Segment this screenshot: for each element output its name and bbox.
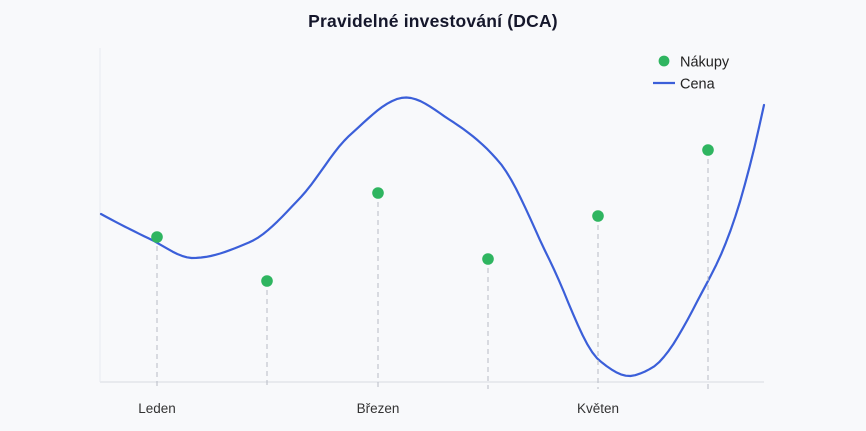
svg-text:Leden: Leden	[138, 401, 176, 416]
svg-text:Cena: Cena	[680, 77, 716, 93]
svg-text:Květen: Květen	[577, 401, 619, 416]
svg-text:Březen: Březen	[357, 401, 400, 416]
svg-text:Nákupy: Nákupy	[680, 55, 730, 71]
